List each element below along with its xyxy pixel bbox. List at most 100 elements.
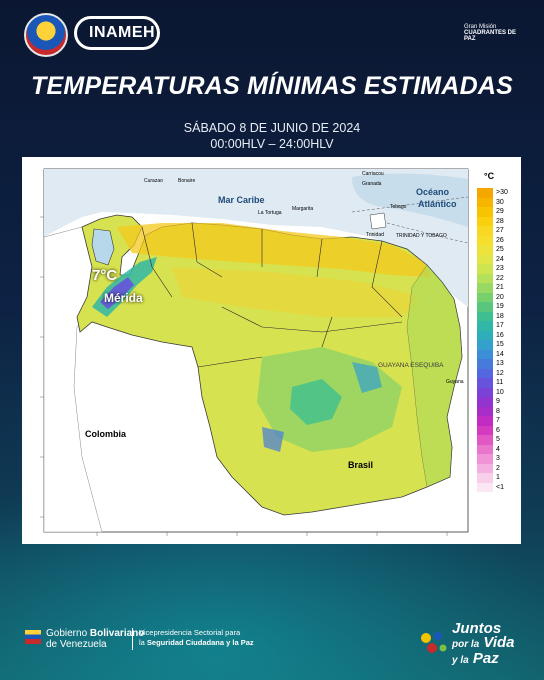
footer-divider	[132, 628, 133, 650]
legend-swatch	[477, 425, 493, 435]
legend-swatch	[477, 216, 493, 226]
legend-row: 29	[477, 207, 513, 217]
legend-row: 10	[477, 387, 513, 397]
legend-row: 8	[477, 406, 513, 416]
label-atlantico: Atlántico	[418, 199, 457, 209]
legend-label: 30	[496, 198, 504, 206]
legend-row: 14	[477, 349, 513, 359]
legend-label: 11	[496, 379, 504, 386]
legend-label: 7	[496, 417, 500, 424]
legend-row: 3	[477, 454, 513, 464]
legend-label: 29	[496, 208, 504, 215]
legend-label: 22	[496, 274, 504, 282]
legend-label: >30	[496, 189, 508, 196]
maritime-boundary	[351, 196, 469, 244]
llanos-zone	[172, 267, 422, 317]
legend-row: 26	[477, 235, 513, 245]
legend-swatch	[477, 444, 493, 454]
legend-swatch	[477, 406, 493, 416]
legend-swatch	[477, 188, 493, 198]
vice-line2-bold: Seguridad Ciudadana y la Paz	[146, 637, 254, 647]
inameh-logo-text: INAMEH	[89, 24, 156, 41]
legend-swatch	[477, 397, 493, 407]
legend-label: 6	[496, 426, 500, 434]
legend-row: >30	[477, 188, 513, 198]
gran-mision-line1: Gran Misión	[464, 24, 497, 30]
legend-label: 8	[496, 407, 500, 415]
gob-line2: de Venezuela	[46, 639, 107, 650]
legend-swatch	[477, 473, 493, 483]
merida-temperature: 7°C	[92, 267, 118, 284]
legend-swatch	[477, 330, 493, 340]
legend-swatch	[477, 349, 493, 359]
legend-label: 17	[496, 322, 504, 329]
legend-label: 28	[496, 217, 504, 225]
map-svg	[22, 157, 521, 544]
legend-row: 21	[477, 283, 513, 293]
legend-swatch	[477, 359, 493, 369]
legend-swatch	[477, 264, 493, 274]
merida-label: Mérida	[104, 291, 143, 305]
forecast-date: SÁBADO 8 DE JUNIO DE 2024	[183, 121, 361, 135]
gran-mision-logo: Gran Misión CUADRANTES DE PAZ	[464, 24, 526, 46]
legend-label: 4	[496, 445, 500, 453]
juntos-line2: Vida	[483, 634, 515, 651]
legend-swatch	[477, 283, 493, 293]
legend-swatch	[477, 226, 493, 236]
legend-row: 15	[477, 340, 513, 350]
legend-row: 6	[477, 425, 513, 435]
legend-row: 12	[477, 368, 513, 378]
legend-swatch	[477, 311, 493, 321]
legend-row: 13	[477, 359, 513, 369]
legend-swatch	[477, 340, 493, 350]
legend-swatch	[477, 454, 493, 464]
sea-area	[44, 169, 468, 307]
legend-label: 27	[496, 227, 504, 234]
legend-row: 5	[477, 435, 513, 445]
label-tobago: Tobago	[390, 204, 407, 210]
header-logos: INAMEH Gran Misión CUADRANTES DE PAZ	[0, 0, 544, 66]
legend-swatch	[477, 254, 493, 264]
gob-line1-bold: Bolivariano	[89, 628, 145, 639]
legend-row: 28	[477, 216, 513, 226]
legend-label: 20	[496, 293, 504, 301]
legend-swatch	[477, 435, 493, 445]
legend-swatch	[477, 207, 493, 217]
label-oceano: Océano	[416, 187, 450, 197]
vicepresidencia-text: Vicepresidencia Sectorial para la Seguri…	[139, 628, 254, 647]
legend-label: 18	[496, 312, 504, 320]
juntos-por-la-vida-logo: Juntos por la Vida y la Paz	[452, 620, 515, 668]
legend-row: 11	[477, 378, 513, 388]
juntos-dots-icon	[421, 632, 447, 653]
footer: Gobierno Bolivariano de Venezuela Vicepr…	[0, 612, 544, 680]
legend-title: °C	[484, 171, 495, 181]
legend-row: <1	[477, 482, 513, 492]
legend-row: 17	[477, 321, 513, 331]
juntos-line1: Juntos	[452, 620, 502, 637]
state-boundaries	[141, 222, 403, 368]
legend-row: 30	[477, 197, 513, 207]
label-la-tortuga: La Tortuga	[258, 210, 282, 216]
venezuela-flag-icon	[25, 630, 41, 644]
legend-swatch	[477, 463, 493, 473]
guayana-esequiba-area	[406, 264, 463, 488]
legend-row: 22	[477, 273, 513, 283]
tepui-cool-zone-3	[262, 427, 284, 452]
legend-swatch	[477, 273, 493, 283]
legend-swatch	[477, 387, 493, 397]
tepui-cool-zone-2	[352, 362, 382, 393]
legend-swatch	[477, 321, 493, 331]
tepui-cool-zone	[290, 379, 342, 425]
legend-row: 2	[477, 463, 513, 473]
legend-row: 27	[477, 226, 513, 236]
legend-row: 20	[477, 292, 513, 302]
legend-label: 5	[496, 436, 500, 443]
label-curazao: Curazao	[144, 178, 163, 184]
legend-row: 19	[477, 302, 513, 312]
legend-swatch	[477, 292, 493, 302]
legend-label: 24	[496, 255, 504, 263]
legend-label: 9	[496, 398, 500, 405]
legend-label: 15	[496, 341, 504, 348]
label-guayana-esequiba: GUAYANA ESEQUIBA	[378, 362, 444, 369]
legend-row: 7	[477, 416, 513, 426]
